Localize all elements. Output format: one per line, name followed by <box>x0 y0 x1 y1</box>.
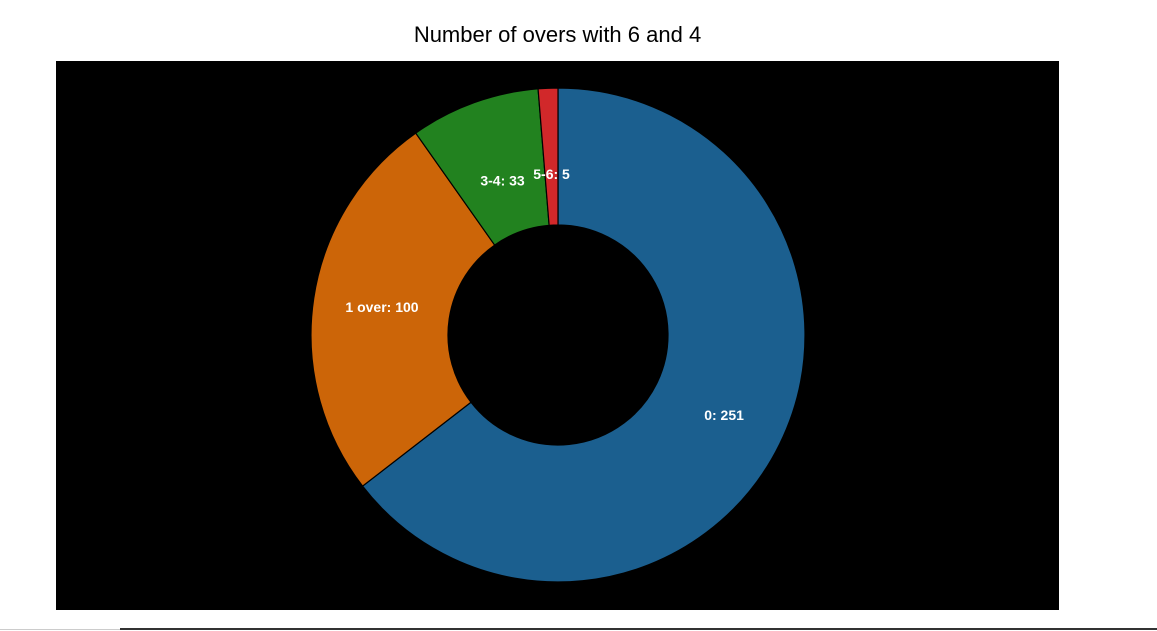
bottom-divider <box>120 628 1157 630</box>
slice-1 <box>361 87 806 583</box>
bottom-divider-left <box>0 629 120 630</box>
chart-title: Number of overs with 6 and 4 <box>413 22 702 47</box>
slice-label-1: 0: 251 <box>704 407 744 423</box>
labels-group: 0: 251 1 over: 100 3-4: 33 5-6: 5 <box>345 166 744 423</box>
slice-label-2: 1 over: 100 <box>345 299 418 315</box>
slice-4 <box>537 87 559 227</box>
slice-label-4: 5-6: 5 <box>533 166 570 182</box>
slice-2 <box>310 132 496 487</box>
slice-label-3: 3-4: 33 <box>480 172 525 188</box>
slices-group <box>310 87 806 583</box>
donut-chart: 0: 251 1 over: 100 3-4: 33 5-6: 5 <box>310 87 806 583</box>
